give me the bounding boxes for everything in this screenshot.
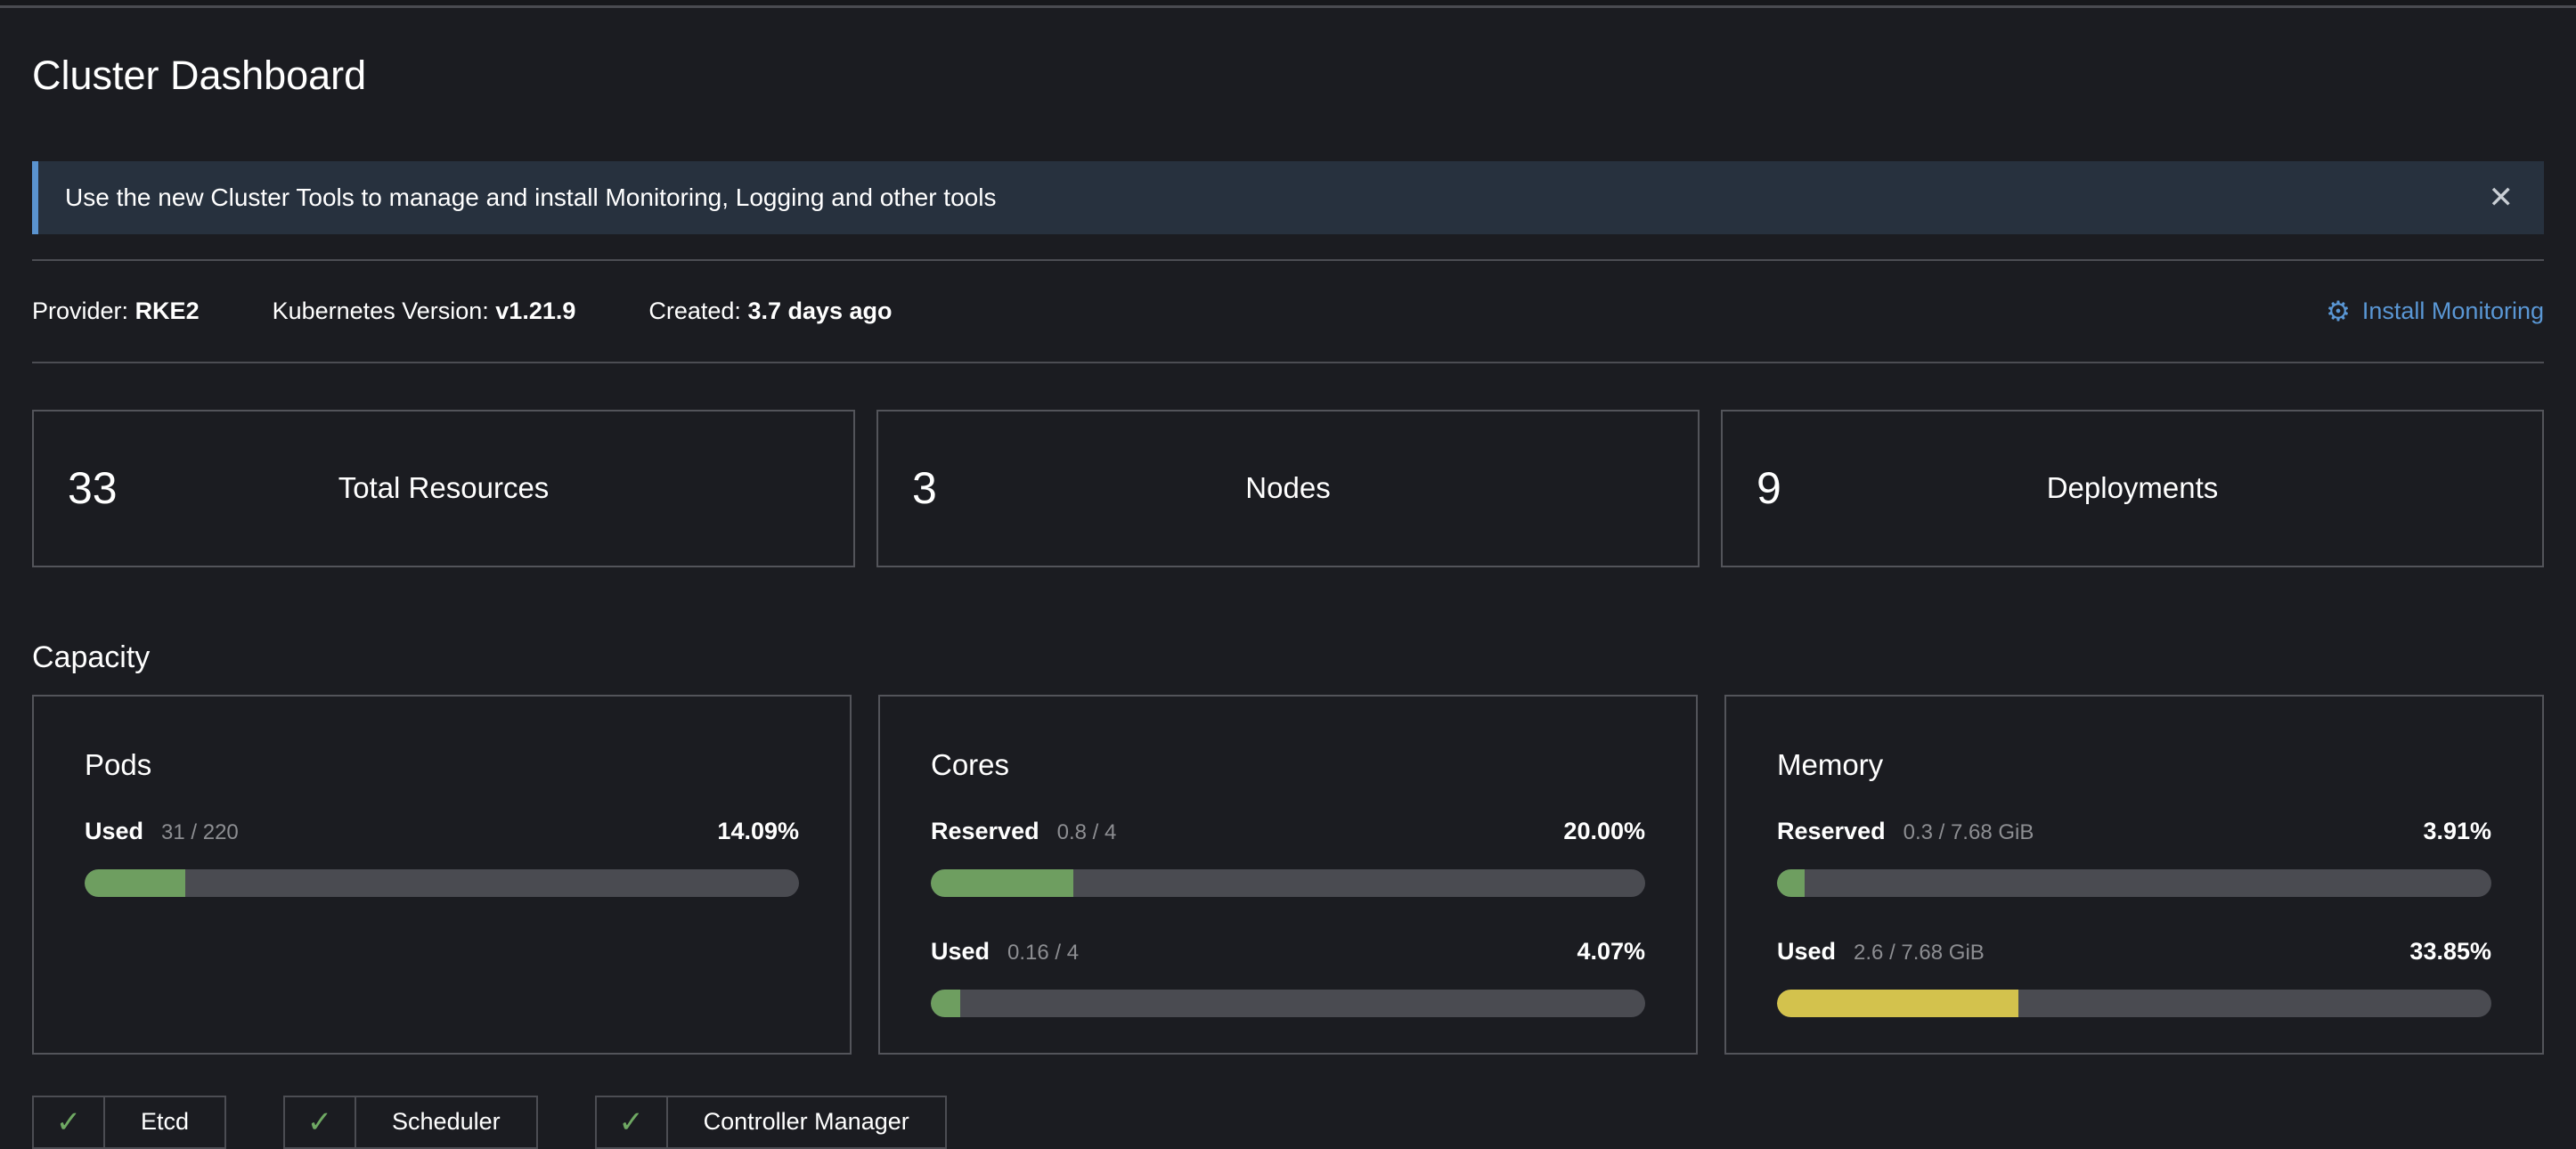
gauge-label: Reserved	[1777, 817, 1886, 844]
cores-used-gauge: Used 0.16 / 4 4.07%	[931, 938, 1645, 1017]
pods-card-title: Pods	[85, 747, 152, 781]
memory-card-title: Memory	[1777, 747, 1884, 781]
gauge-label: Used	[85, 817, 144, 844]
component-label: Scheduler	[392, 1108, 501, 1136]
cluster-tools-banner: Use the new Cluster Tools to manage and …	[32, 160, 2544, 234]
component-status-etcd: ✓ Etcd	[32, 1095, 227, 1149]
cores-card-title: Cores	[931, 747, 1010, 781]
gauge-label: Used	[1777, 937, 1837, 965]
memory-reserved-gauge: Reserved 0.3 / 7.68 GiB 3.91%	[1777, 818, 2491, 897]
gauge-percent: 14.09%	[717, 817, 799, 844]
component-status-scheduler: ✓ Scheduler	[283, 1095, 538, 1149]
component-status-row: ✓ Etcd ✓ Scheduler ✓ Controller Manager	[32, 1095, 2544, 1149]
close-icon[interactable]: ✕	[2488, 180, 2515, 215]
pods-used-gauge: Used 31 / 220 14.09%	[85, 818, 799, 897]
total-resources-count: 33	[68, 463, 118, 514]
check-icon: ✓	[34, 1096, 105, 1147]
memory-used-progressbar	[1777, 989, 2491, 1017]
cores-used-progressbar	[931, 989, 1645, 1017]
banner-text: Use the new Cluster Tools to manage and …	[65, 183, 997, 211]
memory-used-gauge: Used 2.6 / 7.68 GiB 33.85%	[1777, 938, 2491, 1017]
gauge-fraction: 2.6 / 7.68 GiB	[1854, 940, 1985, 965]
progressbar-fill	[931, 868, 1074, 897]
stat-card-total-resources[interactable]: 33 Total Resources	[32, 409, 855, 567]
stat-card-deployments[interactable]: 9 Deployments	[1721, 409, 2544, 567]
stat-card-nodes[interactable]: 3 Nodes	[876, 409, 1700, 567]
gear-icon: ⚙	[2326, 295, 2351, 327]
component-label: Etcd	[141, 1108, 190, 1136]
provider-value: RKE2	[135, 297, 200, 324]
capacity-card-memory: Memory Reserved 0.3 / 7.68 GiB 3.91% Use…	[1724, 694, 2544, 1055]
glance-info: Provider: RKE2 Kubernetes Version: v1.21…	[32, 297, 893, 325]
component-label: Controller Manager	[703, 1108, 909, 1136]
created-info: Created: 3.7 days ago	[648, 297, 892, 325]
cluster-dashboard-page: Cluster Dashboard Use the new Cluster To…	[0, 53, 2576, 1149]
check-icon: ✓	[597, 1096, 668, 1147]
kubernetes-version-label: Kubernetes Version:	[272, 297, 489, 324]
top-edge-divider	[0, 0, 2576, 8]
stat-cards-row: 33 Total Resources 3 Nodes 9 Deployments	[32, 409, 2544, 567]
gauge-fraction: 31 / 220	[161, 819, 239, 844]
gauge-fraction: 0.3 / 7.68 GiB	[1903, 819, 2034, 844]
pods-used-progressbar	[85, 868, 799, 897]
install-monitoring-label: Install Monitoring	[2361, 297, 2544, 324]
gauge-percent: 33.85%	[2409, 937, 2491, 965]
provider-info: Provider: RKE2	[32, 297, 200, 325]
cores-reserved-progressbar	[931, 868, 1645, 897]
kubernetes-version-info: Kubernetes Version: v1.21.9	[273, 297, 576, 325]
gauge-percent: 4.07%	[1577, 937, 1645, 965]
cluster-glance-row: Provider: RKE2 Kubernetes Version: v1.21…	[32, 258, 2544, 363]
capacity-card-pods: Pods Used 31 / 220 14.09%	[32, 694, 852, 1055]
progressbar-fill	[931, 989, 960, 1017]
nodes-count: 3	[912, 463, 937, 514]
created-label: Created:	[648, 297, 741, 324]
page-title: Cluster Dashboard	[32, 53, 367, 98]
gauge-label: Reserved	[931, 817, 1039, 844]
gauge-label: Used	[931, 937, 990, 965]
deployments-count: 9	[1757, 463, 1781, 514]
capacity-card-cores: Cores Reserved 0.8 / 4 20.00% Used 0.16 …	[878, 694, 1698, 1055]
memory-reserved-progressbar	[1777, 868, 2491, 897]
component-status-controller-manager: ✓ Controller Manager	[594, 1095, 947, 1149]
cores-reserved-gauge: Reserved 0.8 / 4 20.00%	[931, 818, 1645, 897]
capacity-heading: Capacity	[32, 640, 151, 674]
progressbar-fill	[1777, 868, 1806, 897]
capacity-cards-row: Pods Used 31 / 220 14.09% Cores Reserved…	[32, 694, 2544, 1055]
gauge-percent: 20.00%	[1563, 817, 1645, 844]
gauge-fraction: 0.16 / 4	[1007, 940, 1080, 965]
kubernetes-version-value: v1.21.9	[495, 297, 576, 324]
provider-label: Provider:	[32, 297, 129, 324]
progressbar-fill	[85, 868, 185, 897]
check-icon: ✓	[285, 1096, 357, 1147]
deployments-label: Deployments	[2046, 471, 2219, 505]
progressbar-fill	[1777, 989, 2019, 1017]
gauge-fraction: 0.8 / 4	[1056, 819, 1117, 844]
install-monitoring-link[interactable]: ⚙ Install Monitoring	[2326, 297, 2544, 325]
nodes-label: Nodes	[1245, 471, 1331, 505]
total-resources-label: Total Resources	[338, 471, 550, 505]
created-value: 3.7 days ago	[747, 297, 893, 324]
gauge-percent: 3.91%	[2423, 817, 2491, 844]
